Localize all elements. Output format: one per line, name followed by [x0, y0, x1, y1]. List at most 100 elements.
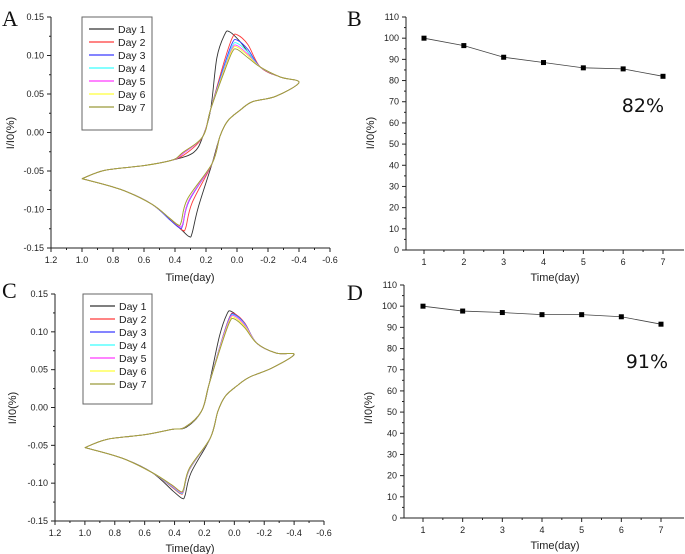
y-axis-label: I/I0(%) [5, 117, 17, 149]
x-tick-label: 0.0 [228, 528, 241, 538]
y-tick-label: 10 [387, 492, 397, 502]
panel-letter: B [347, 6, 362, 31]
legend-label: Day 3 [118, 50, 146, 62]
y-tick-label: -0.10 [27, 478, 48, 488]
y-tick-label: -0.05 [27, 440, 48, 450]
data-point-day-5 [579, 312, 585, 318]
y-tick-label: 0.10 [26, 51, 44, 61]
y-tick-label: 20 [389, 203, 399, 213]
x-tick-label: 1.0 [76, 255, 89, 265]
legend-label: Day 1 [119, 301, 147, 313]
legend-label: Day 7 [119, 379, 147, 391]
legend-label: Day 3 [119, 327, 147, 339]
y-axis-label: I/I0(%) [363, 392, 375, 424]
y-tick-label: 50 [387, 407, 397, 417]
x-axis-label: Time(day) [530, 272, 579, 284]
y-tick-label: 110 [383, 280, 397, 290]
y-tick-label: 40 [389, 160, 399, 170]
data-point-day-5 [580, 65, 586, 71]
data-point-day-1 [420, 303, 426, 309]
x-tick-label: 0.6 [138, 528, 151, 538]
legend-label: Day 5 [118, 76, 146, 88]
legend-label: Day 4 [119, 340, 147, 352]
x-tick-label: 6 [619, 525, 624, 535]
y-tick-label: 70 [389, 97, 399, 107]
x-tick-label: 0.6 [138, 255, 151, 265]
legend-label: Day 2 [119, 314, 147, 326]
x-tick-label: -0.4 [286, 528, 302, 538]
legend-label: Day 1 [118, 24, 146, 36]
y-tick-label: 60 [387, 386, 397, 396]
y-tick-label: 60 [389, 118, 399, 128]
x-axis-label: Time(day) [165, 543, 214, 554]
y-axis-label: I/I0(%) [7, 392, 19, 424]
y-tick-label: 0.00 [26, 128, 44, 138]
y-tick-label: 80 [387, 344, 397, 354]
x-tick-label: 5 [579, 525, 584, 535]
x-tick-label: 0.2 [198, 528, 211, 538]
y-tick-label: 0 [392, 513, 397, 523]
retention-annotation: 91% [626, 351, 668, 373]
x-tick-label: 0.4 [169, 255, 182, 265]
y-tick-label: 0.00 [30, 403, 48, 413]
x-tick-label: -0.2 [260, 255, 276, 265]
x-tick-label: 7 [660, 257, 665, 267]
panel-d: D 0 10 20 30 40 50 60 70 80 90 100 110 1 2 3 4 5 6 7 Time(da… [347, 280, 684, 552]
data-point-day-2 [461, 43, 467, 49]
legend-label: Day 7 [118, 102, 146, 114]
x-tick-label: 0.2 [200, 255, 213, 265]
cv-curve-day-7 [81, 48, 300, 226]
data-point-day-4 [541, 60, 546, 66]
y-tick-label: 0.15 [30, 289, 48, 299]
x-tick-label: 5 [581, 257, 586, 267]
legend-label: Day 6 [118, 89, 146, 101]
data-point-day-3 [501, 54, 507, 60]
x-tick-label: -0.4 [291, 255, 307, 265]
x-tick-label: -0.6 [316, 528, 332, 538]
retention-annotation: 82% [622, 95, 664, 117]
y-tick-label: 90 [389, 54, 399, 64]
y-tick-label: 100 [384, 33, 399, 43]
x-tick-label: 7 [658, 525, 663, 535]
y-tick-label: 0.10 [30, 327, 48, 337]
legend-label: Day 4 [118, 63, 146, 75]
y-tick-label: 0.15 [26, 12, 44, 22]
data-point-day-6 [618, 314, 624, 320]
y-axis-label: I/I0(%) [365, 117, 377, 149]
y-tick-label: -0.15 [27, 516, 48, 526]
y-tick-label: 10 [389, 224, 399, 234]
x-tick-label: 4 [541, 257, 546, 267]
y-tick-label: 0.05 [26, 89, 44, 99]
panel-letter: C [2, 278, 17, 303]
y-tick-label: 20 [387, 471, 397, 481]
x-tick-label: -0.6 [322, 255, 338, 265]
legend-box [81, 16, 153, 131]
x-tick-label: 2 [460, 525, 465, 535]
data-point-day-1 [421, 35, 427, 41]
y-tick-label: 30 [389, 181, 399, 191]
y-tick-label: -0.05 [23, 166, 44, 176]
x-tick-label: 0.8 [109, 528, 122, 538]
legend-label: Day 5 [119, 353, 147, 365]
y-tick-label: 30 [387, 449, 397, 459]
x-tick-label: 4 [539, 525, 544, 535]
legend-box [82, 293, 153, 405]
data-point-day-3 [499, 310, 505, 316]
x-tick-label: 0.0 [231, 255, 244, 265]
panel-b: B 0 10 20 30 40 50 60 70 80 90 100 110 1 2 3 4 5 6 7 Time(da… [347, 6, 684, 284]
x-tick-label: 0.8 [107, 255, 120, 265]
panel-c: C -0.15 -0.10 -0.05 0.00 0.05 0.10 0.15 1.2 1.0 0.… [2, 278, 332, 554]
panel-letter: A [2, 6, 18, 31]
x-tick-label: -0.2 [256, 528, 272, 538]
y-tick-label: 100 [382, 301, 397, 311]
cv-curve-day-7 [84, 317, 295, 493]
y-tick-label: 110 [385, 12, 399, 22]
x-tick-label: 1 [420, 525, 425, 535]
x-tick-label: 6 [621, 257, 626, 267]
data-point-day-4 [539, 312, 545, 318]
y-tick-label: 0.05 [30, 365, 48, 375]
x-axis-label: Time(day) [165, 272, 214, 284]
